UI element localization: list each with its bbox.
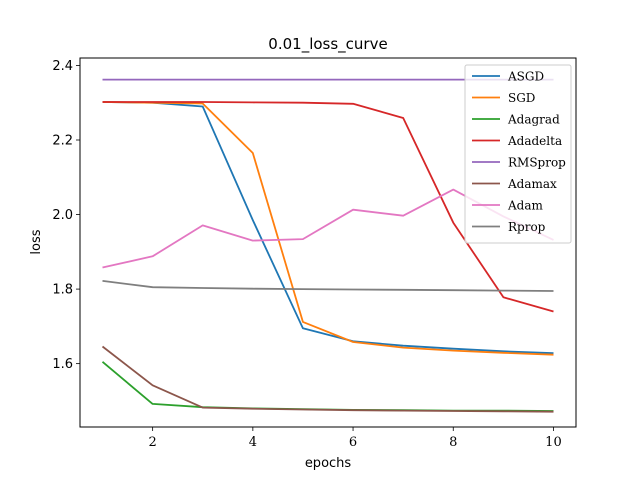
legend-label-rprop: Rprop: [508, 220, 546, 234]
legend-box: [464, 64, 572, 244]
legend-label-asgd: ASGD: [507, 70, 544, 84]
legend-label-adagrad: Adagrad: [507, 113, 560, 127]
plot-frame: [79, 57, 577, 428]
x-tick-label: 6: [349, 435, 357, 450]
series-line-asgd: [102, 101, 554, 355]
y-tick-label: 2.4: [52, 59, 73, 74]
x-tick-label: 8: [449, 435, 457, 450]
legend-label-sgd: SGD: [508, 91, 535, 105]
series-layer: [101, 78, 554, 413]
chart-title: 0.01_loss_curve: [268, 35, 387, 54]
y-tick-label: 2.2: [52, 134, 73, 149]
y-axis: 1.6 1.8 2.0 2.2 2.4: [52, 59, 80, 372]
y-tick-label: 1.6: [52, 357, 73, 372]
legend-label-adamax: Adamax: [507, 177, 557, 191]
y-axis-label: loss: [29, 229, 44, 254]
x-axis-label: epochs: [305, 456, 352, 471]
x-tick-label: 2: [149, 435, 157, 450]
x-axis: 2 4 6 8 10: [149, 427, 562, 450]
series-line-adadelta: [102, 101, 554, 313]
series-line-adagrad: [101, 361, 554, 412]
x-tick-label: 10: [545, 435, 562, 450]
y-tick-label: 2.0: [52, 208, 73, 223]
x-tick-label: 4: [249, 435, 257, 450]
legend: ASGD SGD Adagrad Adadelta RMSprop Adamax Adam R…: [464, 64, 572, 244]
y-tick-label: 1.8: [52, 283, 73, 298]
legend-label-rmsprop: RMSprop: [508, 156, 566, 170]
series-line-sgd: [102, 101, 554, 356]
legend-label-adadelta: Adadelta: [507, 134, 562, 148]
series-line-rprop: [102, 280, 554, 292]
legend-label-adam: Adam: [507, 199, 544, 213]
series-line-adamax: [101, 345, 554, 413]
